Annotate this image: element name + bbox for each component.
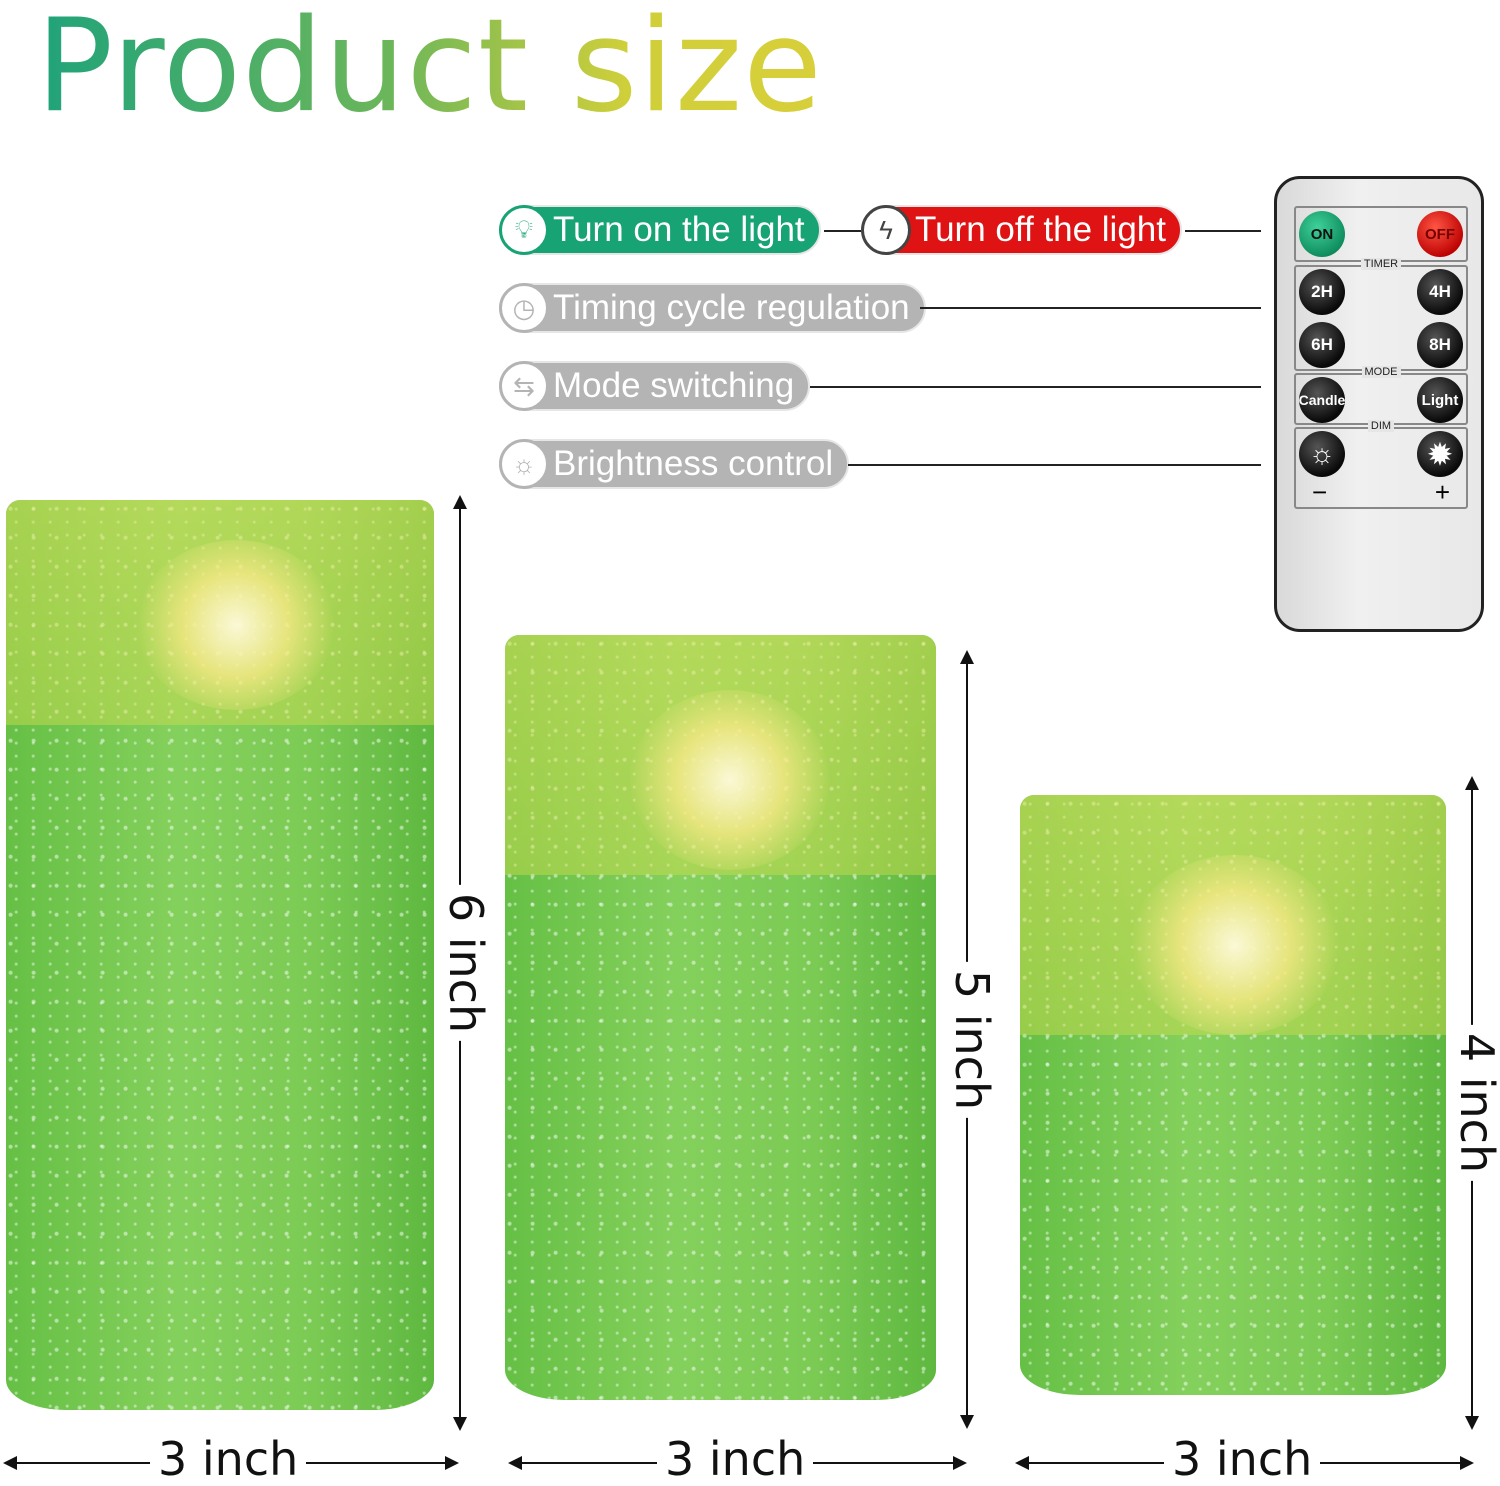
off-button[interactable]: OFF [1417,211,1463,257]
feature-label: Mode switching [553,366,795,405]
feature-timing: ◷ Timing cycle regulation [499,283,926,333]
timer-label: TIMER [1360,258,1402,270]
height-label-medium: 5 inch [945,961,999,1119]
connector-line [920,307,1261,309]
mode-label: MODE [1361,366,1401,378]
connector-line [848,464,1261,466]
timer-8h-button[interactable]: 8H [1417,322,1463,368]
feature-turn-off: ϟ Turn off the light [861,205,1182,255]
width-label-large: 3 inch [150,1432,307,1486]
mode-group: MODE Candle Light [1294,366,1468,425]
connector-line [1185,230,1261,232]
feature-brightness: ☼ Brightness control [499,439,850,489]
feature-label: Timing cycle regulation [553,288,910,327]
feature-label: Turn off the light [915,210,1166,249]
feature-turn-on: 💡︎ Turn on the light [499,205,821,255]
timer-2h-button[interactable]: 2H [1299,269,1345,315]
height-label-large: 6 inch [439,884,493,1042]
feature-label: Turn on the light [553,210,805,249]
candle-small [1020,795,1446,1395]
timer-group: TIMER 2H 4H 6H 8H [1294,258,1468,371]
plus-sign: + [1434,477,1450,507]
feature-label: Brightness control [553,444,834,483]
timer-4h-button[interactable]: 4H [1417,269,1463,315]
timer-6h-button[interactable]: 6H [1299,322,1345,368]
dim-label: DIM [1367,420,1395,432]
feature-mode: ⇆ Mode switching [499,361,811,411]
page-title: Product size [36,0,823,141]
sun-filled-icon: ✹ [1428,438,1452,470]
dim-group: DIM ☼ ✹ − + [1294,420,1468,509]
candle-large [6,500,434,1410]
remote-control: ON OFF TIMER 2H 4H 6H 8H MODE Candle Lig… [1274,176,1484,632]
sun-icon: ☼ [499,439,549,489]
clock-icon: ◷ [499,283,549,333]
minus-sign: − [1312,477,1328,507]
power-group: ON OFF [1294,206,1468,262]
switch-arrows-icon: ⇆ [499,361,549,411]
candle-medium [505,635,936,1400]
sun-outline-icon: ☼ [1309,438,1335,469]
height-label-small: 4 inch [1450,1024,1500,1182]
width-label-medium: 3 inch [657,1432,814,1486]
on-button[interactable]: ON [1299,211,1345,257]
light-mode-button[interactable]: Light [1417,377,1463,423]
connector-line [810,386,1261,388]
power-off-icon: ϟ [861,205,911,255]
connector-line [824,230,864,232]
dim-down-button[interactable]: ☼ [1299,431,1345,477]
width-label-small: 3 inch [1164,1432,1321,1486]
lightbulb-icon: 💡︎ [499,205,549,255]
candle-mode-button[interactable]: Candle [1299,377,1345,423]
dim-up-button[interactable]: ✹ [1417,431,1463,477]
